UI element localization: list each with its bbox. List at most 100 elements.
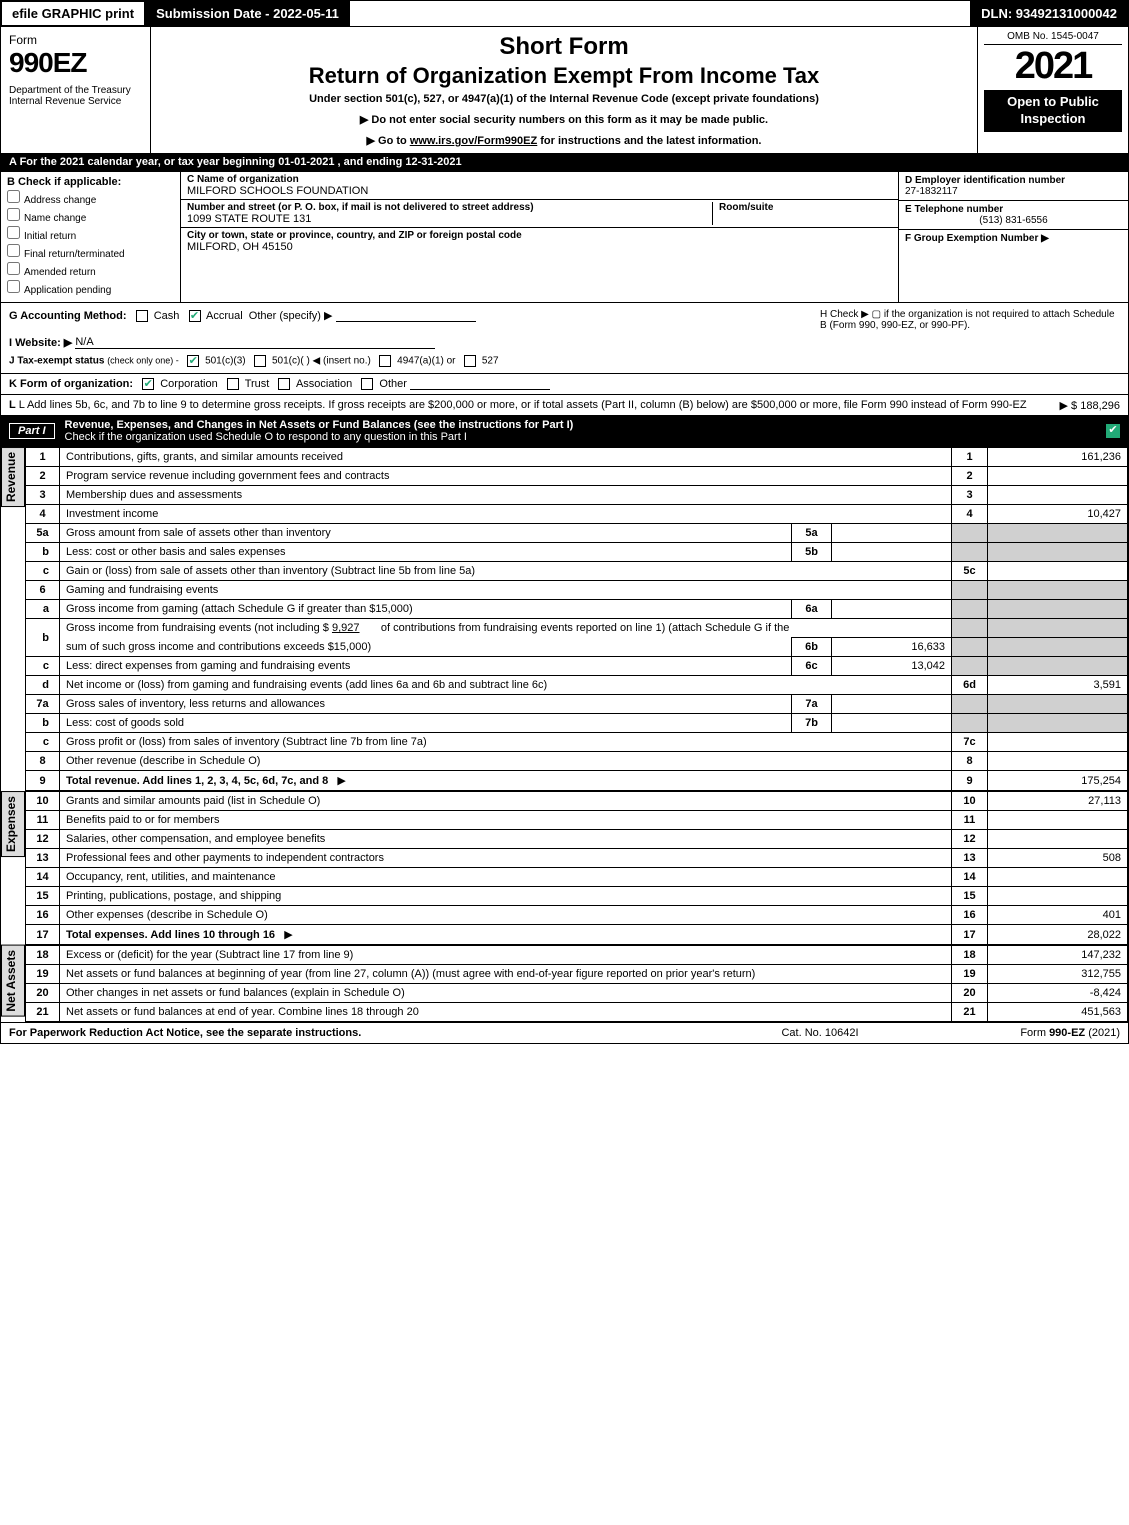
table-row: 16Other expenses (describe in Schedule O… bbox=[26, 906, 1128, 925]
amt-20: -8,424 bbox=[988, 984, 1128, 1003]
form-header: Form 990EZ Department of the Treasury In… bbox=[1, 26, 1128, 153]
other-org-input[interactable] bbox=[410, 389, 550, 390]
schedule-o-check[interactable]: ✔ bbox=[1106, 424, 1120, 438]
netassets-sidebar: Net Assets bbox=[1, 945, 25, 1022]
chk-4947[interactable] bbox=[379, 355, 391, 367]
amt-16: 401 bbox=[988, 906, 1128, 925]
part-1-title: Revenue, Expenses, and Changes in Net As… bbox=[65, 419, 1100, 443]
form-990ez-page: efile GRAPHIC print Submission Date - 20… bbox=[0, 0, 1129, 1044]
chk-other-org[interactable] bbox=[361, 378, 373, 390]
omb-number: OMB No. 1545-0047 bbox=[984, 31, 1122, 45]
expenses-side-label: Expenses bbox=[1, 791, 25, 857]
amt-8 bbox=[988, 752, 1128, 771]
paperwork-notice: For Paperwork Reduction Act Notice, see … bbox=[9, 1027, 720, 1039]
amt-6c: 13,042 bbox=[832, 657, 952, 676]
chk-501c[interactable] bbox=[254, 355, 266, 367]
chk-501c3[interactable] bbox=[187, 355, 199, 367]
table-row: aGross income from gaming (attach Schedu… bbox=[26, 600, 1128, 619]
table-row: 4Investment income410,427 bbox=[26, 505, 1128, 524]
amt-5c bbox=[988, 562, 1128, 581]
table-row: cGross profit or (loss) from sales of in… bbox=[26, 733, 1128, 752]
tax-exempt-label: J Tax-exempt status bbox=[9, 356, 104, 367]
section-l-text: L Add lines 5b, 6c, and 7b to line 9 to … bbox=[19, 399, 1027, 411]
form-revision: Form 990-EZ (2021) bbox=[920, 1027, 1120, 1039]
amt-12 bbox=[988, 830, 1128, 849]
amt-6d: 3,591 bbox=[988, 676, 1128, 695]
amt-1: 161,236 bbox=[988, 448, 1128, 467]
chk-application-pending[interactable]: Application pending bbox=[7, 280, 174, 296]
efile-print-button[interactable]: efile GRAPHIC print bbox=[1, 1, 145, 26]
subtitle: Under section 501(c), 527, or 4947(a)(1)… bbox=[161, 93, 967, 105]
section-a: A For the 2021 calendar year, or tax yea… bbox=[1, 153, 1128, 171]
org-name-value: MILFORD SCHOOLS FOUNDATION bbox=[187, 185, 892, 197]
section-a-text: A For the 2021 calendar year, or tax yea… bbox=[9, 156, 462, 168]
catalog-number: Cat. No. 10642I bbox=[720, 1027, 920, 1039]
amt-21: 451,563 bbox=[988, 1003, 1128, 1022]
telephone-value: (513) 831-6556 bbox=[905, 215, 1122, 226]
short-form-title: Short Form bbox=[161, 33, 967, 61]
amt-14 bbox=[988, 868, 1128, 887]
table-row: 14Occupancy, rent, utilities, and mainte… bbox=[26, 868, 1128, 887]
section-k: K Form of organization: Corporation Trus… bbox=[1, 373, 1128, 394]
website-label: I Website: ▶ bbox=[9, 337, 72, 349]
org-name-label: C Name of organization bbox=[187, 174, 892, 185]
expenses-section: Expenses 10Grants and similar amounts pa… bbox=[1, 791, 1128, 945]
amt-11 bbox=[988, 811, 1128, 830]
table-row: 17Total expenses. Add lines 10 through 1… bbox=[26, 925, 1128, 945]
city-value: MILFORD, OH 45150 bbox=[187, 241, 892, 253]
org-name-cell: C Name of organization MILFORD SCHOOLS F… bbox=[181, 172, 898, 200]
chk-name-change[interactable]: Name change bbox=[7, 208, 174, 224]
table-row: b Gross income from fundraising events (… bbox=[26, 619, 1128, 638]
chk-corporation[interactable] bbox=[142, 378, 154, 390]
chk-trust[interactable] bbox=[227, 378, 239, 390]
open-to-public: Open to Public Inspection bbox=[984, 90, 1122, 132]
chk-association[interactable] bbox=[278, 378, 290, 390]
chk-final-return[interactable]: Final return/terminated bbox=[7, 244, 174, 260]
table-row: 8Other revenue (describe in Schedule O)8 bbox=[26, 752, 1128, 771]
city-cell: City or town, state or province, country… bbox=[181, 228, 898, 255]
table-row: 11Benefits paid to or for members11 bbox=[26, 811, 1128, 830]
fundraising-contrib-amount: 9,927 bbox=[332, 622, 360, 634]
department-label: Department of the Treasury Internal Reve… bbox=[9, 85, 142, 107]
amt-7c bbox=[988, 733, 1128, 752]
revenue-table: 1Contributions, gifts, grants, and simil… bbox=[25, 447, 1128, 791]
chk-initial-return[interactable]: Initial return bbox=[7, 226, 174, 242]
table-row: 2Program service revenue including gover… bbox=[26, 467, 1128, 486]
section-h: H Check ▶ ▢ if the organization is not r… bbox=[820, 309, 1120, 367]
irs-link[interactable]: www.irs.gov/Form990EZ bbox=[410, 135, 537, 147]
group-exemption-cell: F Group Exemption Number ▶ bbox=[899, 230, 1128, 247]
website-value: N/A bbox=[75, 336, 435, 349]
table-row: sum of such gross income and contributio… bbox=[26, 638, 1128, 657]
amt-17: 28,022 bbox=[988, 925, 1128, 945]
section-l: L L Add lines 5b, 6c, and 7b to line 9 t… bbox=[1, 394, 1128, 415]
table-row: 12Salaries, other compensation, and empl… bbox=[26, 830, 1128, 849]
table-row: 5aGross amount from sale of assets other… bbox=[26, 524, 1128, 543]
chk-address-change[interactable]: Address change bbox=[7, 190, 174, 206]
table-row: 18Excess or (deficit) for the year (Subt… bbox=[26, 946, 1128, 965]
amt-19: 312,755 bbox=[988, 965, 1128, 984]
section-d-e-f: D Employer identification number 27-1832… bbox=[898, 172, 1128, 302]
amt-10: 27,113 bbox=[988, 792, 1128, 811]
accounting-other-input[interactable] bbox=[336, 321, 476, 322]
table-row: cGain or (loss) from sale of assets othe… bbox=[26, 562, 1128, 581]
table-row: 15Printing, publications, postage, and s… bbox=[26, 887, 1128, 906]
expenses-table: 10Grants and similar amounts paid (list … bbox=[25, 791, 1128, 945]
dln-label: DLN: 93492131000042 bbox=[970, 1, 1128, 26]
chk-amended-return[interactable]: Amended return bbox=[7, 262, 174, 278]
net-assets-section: Net Assets 18Excess or (deficit) for the… bbox=[1, 945, 1128, 1022]
amt-3 bbox=[988, 486, 1128, 505]
form-of-org-label: K Form of organization: bbox=[9, 378, 133, 390]
accounting-label: G Accounting Method: bbox=[9, 310, 127, 322]
amt-13: 508 bbox=[988, 849, 1128, 868]
table-row: 7aGross sales of inventory, less returns… bbox=[26, 695, 1128, 714]
header-left: Form 990EZ Department of the Treasury In… bbox=[1, 27, 151, 153]
table-row: 21Net assets or fund balances at end of … bbox=[26, 1003, 1128, 1022]
section-h-text: H Check ▶ ▢ if the organization is not r… bbox=[820, 309, 1120, 331]
amt-9: 175,254 bbox=[988, 771, 1128, 791]
chk-cash[interactable] bbox=[136, 310, 148, 322]
chk-527[interactable] bbox=[464, 355, 476, 367]
net-assets-table: 18Excess or (deficit) for the year (Subt… bbox=[25, 945, 1128, 1022]
chk-accrual[interactable] bbox=[189, 310, 201, 322]
street-cell: Number and street (or P. O. box, if mail… bbox=[181, 200, 898, 228]
revenue-side-label: Revenue bbox=[1, 447, 25, 507]
